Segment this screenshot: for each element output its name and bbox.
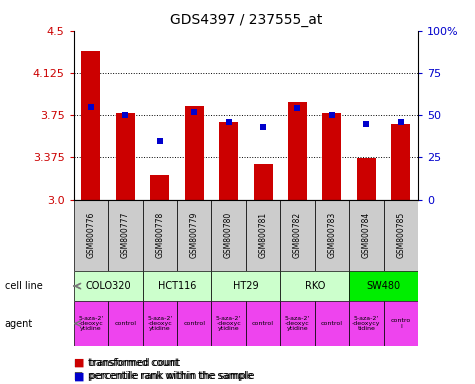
Bar — [314, 301, 349, 346]
Text: GSM800782: GSM800782 — [293, 212, 302, 258]
Bar — [349, 271, 418, 301]
Bar — [177, 200, 211, 271]
Text: contro
l: contro l — [390, 318, 411, 329]
Bar — [142, 271, 211, 301]
Bar — [246, 301, 280, 346]
Text: control: control — [114, 321, 136, 326]
Bar — [254, 164, 273, 200]
Bar — [288, 102, 307, 200]
Bar — [74, 200, 108, 271]
Bar — [116, 113, 135, 200]
Text: ■  percentile rank within the sample: ■ percentile rank within the sample — [74, 371, 254, 381]
Bar — [349, 301, 384, 346]
Bar — [74, 301, 108, 346]
Text: 5-aza-2'
-deoxyc
ytidine: 5-aza-2' -deoxyc ytidine — [216, 316, 241, 331]
Text: ■: ■ — [74, 358, 84, 368]
Text: percentile rank within the sample: percentile rank within the sample — [88, 371, 253, 381]
Text: SW480: SW480 — [367, 281, 400, 291]
Text: control: control — [183, 321, 205, 326]
Text: control: control — [252, 321, 274, 326]
Bar — [211, 301, 246, 346]
Bar — [357, 158, 376, 200]
Bar — [211, 200, 246, 271]
Text: GSM800780: GSM800780 — [224, 212, 233, 258]
Text: ■: ■ — [74, 371, 84, 381]
Text: transformed count: transformed count — [88, 358, 179, 368]
Bar — [150, 175, 169, 200]
Text: 5-aza-2'
-deoxycy
tidine: 5-aza-2' -deoxycy tidine — [352, 316, 380, 331]
Text: ■  transformed count: ■ transformed count — [74, 358, 180, 368]
Bar — [280, 200, 314, 271]
Text: GSM800781: GSM800781 — [258, 212, 267, 258]
Bar — [211, 271, 280, 301]
Bar — [349, 200, 384, 271]
Bar — [280, 271, 349, 301]
Text: 5-aza-2'
-deoxyc
ytidine: 5-aza-2' -deoxyc ytidine — [285, 316, 310, 331]
Bar — [108, 301, 142, 346]
Bar — [384, 301, 418, 346]
Bar — [185, 106, 204, 200]
Text: GSM800778: GSM800778 — [155, 212, 164, 258]
Text: RKO: RKO — [304, 281, 325, 291]
Bar — [384, 200, 418, 271]
Text: control: control — [321, 321, 343, 326]
Text: GSM800777: GSM800777 — [121, 212, 130, 258]
Bar — [280, 301, 314, 346]
Text: GSM800779: GSM800779 — [190, 212, 199, 258]
Text: 5-aza-2'
-deoxyc
ytidine: 5-aza-2' -deoxyc ytidine — [147, 316, 172, 331]
Bar — [142, 301, 177, 346]
Bar — [108, 200, 142, 271]
Bar — [219, 122, 238, 200]
Text: COLO320: COLO320 — [85, 281, 131, 291]
Text: GSM800784: GSM800784 — [362, 212, 371, 258]
Text: HT29: HT29 — [233, 281, 258, 291]
Bar — [81, 51, 100, 200]
Text: 5-aza-2'
-deoxyc
ytidine: 5-aza-2' -deoxyc ytidine — [78, 316, 104, 331]
Title: GDS4397 / 237555_at: GDS4397 / 237555_at — [170, 13, 322, 27]
Text: HCT116: HCT116 — [158, 281, 196, 291]
Text: cell line: cell line — [5, 281, 42, 291]
Bar — [314, 200, 349, 271]
Text: GSM800783: GSM800783 — [327, 212, 336, 258]
Text: GSM800785: GSM800785 — [396, 212, 405, 258]
Text: agent: agent — [5, 318, 33, 329]
Bar — [246, 200, 280, 271]
Bar — [323, 113, 342, 200]
Bar — [74, 271, 142, 301]
Text: GSM800776: GSM800776 — [86, 212, 95, 258]
Bar — [177, 301, 211, 346]
Bar — [391, 124, 410, 200]
Bar — [142, 200, 177, 271]
